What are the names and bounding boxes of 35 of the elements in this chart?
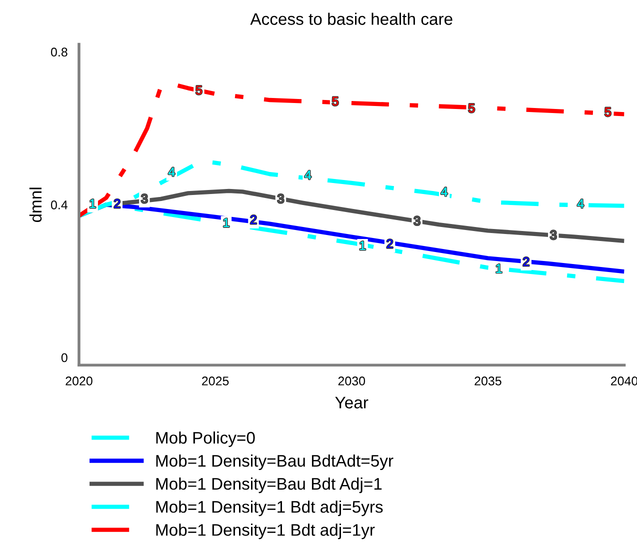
annotation: 1	[224, 218, 230, 228]
legend-label: Mob Policy=0	[156, 431, 255, 447]
annotation: 1	[360, 241, 366, 250]
legend-label: Mob=1 Density=Bau BdtAdt=5yr	[156, 454, 394, 470]
legend-label: Mob=1 Density=Bau Bdt Adj=1	[156, 478, 382, 494]
annotation: 4	[168, 168, 175, 176]
annotation: 5	[196, 86, 202, 95]
legend-label: Mob=1 Density=1 Bdt adj=1yr	[156, 524, 375, 540]
annotation: 3	[550, 230, 556, 240]
x-tick-label: 2030	[338, 376, 366, 386]
annotation: 1	[90, 199, 96, 208]
x-tick-label: 2035	[474, 376, 502, 386]
annotation: 2	[250, 215, 256, 224]
annotation: 2	[114, 199, 120, 208]
annotation: 2	[523, 257, 529, 266]
legend-label: Mob=1 Density=1 Bdt adj=5yrs	[156, 500, 383, 516]
annotation: 4	[441, 187, 448, 196]
x-axis-title: Year	[335, 396, 368, 408]
annotation: 2	[386, 239, 393, 248]
x-tick-label: 2020	[66, 376, 92, 386]
y-axis-title: dmnl	[29, 188, 42, 222]
annotation: 3	[278, 194, 284, 204]
annotation: 1	[496, 264, 502, 273]
annotation: 3	[414, 216, 420, 226]
annotation: 4	[304, 170, 312, 180]
y-tick-label: 0.4	[50, 200, 68, 210]
y-tick-label: 0	[61, 353, 68, 362]
annotation: 4	[577, 199, 584, 208]
y-tick-label: 0.8	[50, 48, 68, 57]
annotation: 3	[141, 194, 148, 204]
annotation: 5	[468, 104, 475, 113]
annotation: 5	[604, 108, 611, 116]
annotation: 5	[332, 96, 338, 106]
x-tick-label: 2025	[202, 376, 229, 386]
chart-title: Access to basic health care	[250, 12, 452, 25]
